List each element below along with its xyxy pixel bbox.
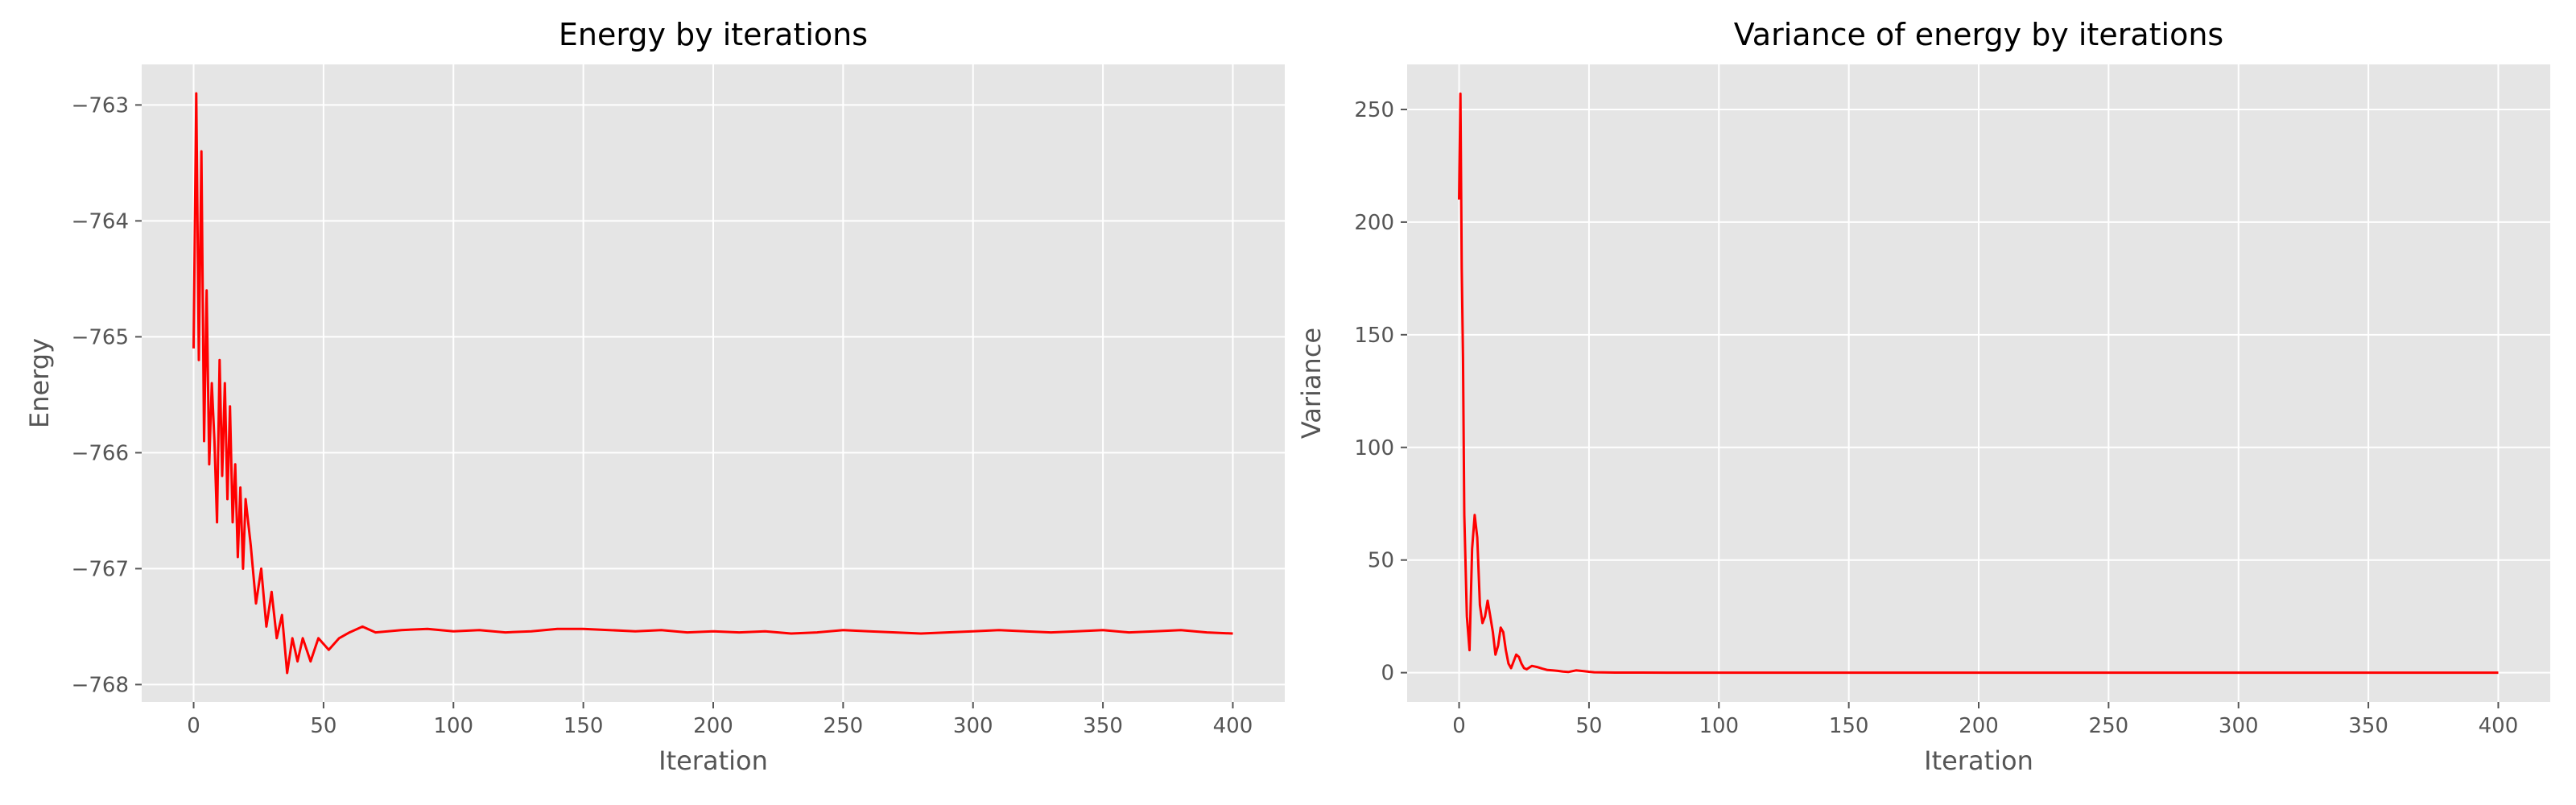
chart-1-y-axis-label: Variance	[1296, 328, 1327, 439]
chart-0-x-tick-label: 150	[564, 714, 604, 738]
chart-1-x-tick-label: 250	[2089, 714, 2129, 738]
chart-1-title: Variance of energy by iterations	[1734, 17, 2223, 52]
chart-0-x-tick-label: 200	[693, 714, 733, 738]
chart-0-x-tick-label: 50	[310, 714, 336, 738]
chart-0-x-tick-label: 400	[1213, 714, 1253, 738]
chart-0-y-axis-label: Energy	[24, 338, 55, 428]
chart-0-x-tick-label: 300	[953, 714, 993, 738]
chart-1-y-tick-label: 250	[1354, 98, 1394, 122]
chart-1-y-tick-label: 50	[1368, 549, 1394, 573]
energy-chart: 0 50 100 150 200 250 300 350 400 −768 −767 −766 −765…	[24, 17, 1285, 776]
chart-1-y-tick-label: 150	[1354, 324, 1394, 348]
chart-1-x-tick-label: 200	[1959, 714, 1999, 738]
chart-1-y-tick-label: 0	[1381, 662, 1394, 686]
chart-1-x-tick-label: 300	[2219, 714, 2259, 738]
chart-0-y-tick-label: −767	[72, 557, 129, 581]
chart-0-x-axis-label: Iteration	[658, 745, 768, 776]
chart-1-x-axis-label: Iteration	[1924, 745, 2033, 776]
chart-0-title: Energy by iterations	[559, 17, 868, 52]
chart-0-y-tick-label: −768	[72, 673, 129, 697]
chart-1-series-line-0	[1458, 92, 2499, 675]
chart-1-x-tick-label: 400	[2479, 714, 2519, 738]
chart-1-x-tick-label: 100	[1699, 714, 1739, 738]
variance-chart: 0 50 100 150 200 250 300 350 400 0 50 100 150 200 250 V…	[1296, 17, 2550, 776]
chart-0-x-tick-label: 0	[187, 714, 200, 738]
chart-0-x-tick-label: 100	[433, 714, 473, 738]
chart-1-y-tick-label: 200	[1354, 211, 1394, 235]
chart-1-x-tick-label: 150	[1829, 714, 1869, 738]
chart-1-x-tick-label: 0	[1452, 714, 1466, 738]
chart-0-y-tick-label: −765	[72, 325, 129, 349]
chart-0-y-tick-label: −764	[72, 209, 129, 233]
chart-0-x-tick-label: 250	[824, 714, 864, 738]
chart-0-y-tick-label: −766	[72, 441, 129, 465]
chart-1-y-tick-label: 100	[1354, 436, 1394, 460]
chart-0-y-tick-label: −763	[72, 93, 129, 118]
chart-1-x-tick-label: 350	[2348, 714, 2388, 738]
chart-0-x-tick-label: 350	[1083, 714, 1123, 738]
chart-0-series-line-0	[192, 92, 1233, 675]
chart-1-x-tick-label: 50	[1575, 714, 1602, 738]
